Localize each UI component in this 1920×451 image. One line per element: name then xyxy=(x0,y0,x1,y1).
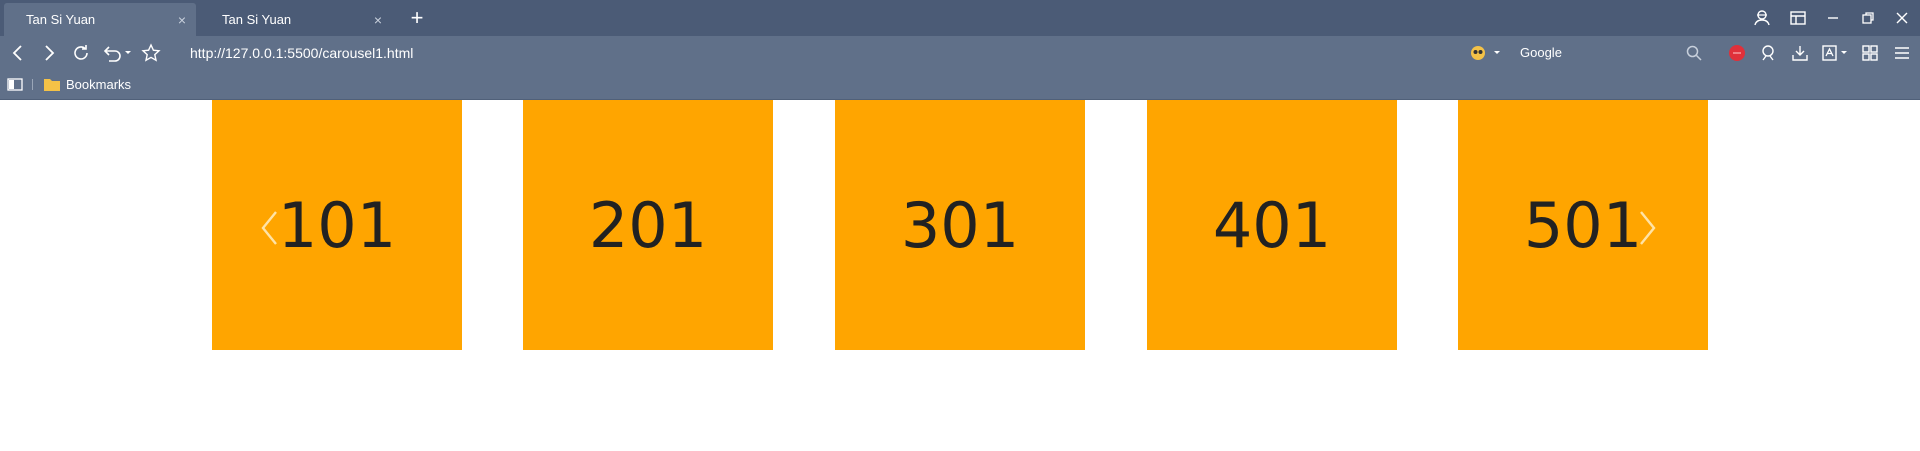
carousel-slide: 401 xyxy=(1147,100,1397,350)
tab-title: Tan Si Yuan xyxy=(26,12,96,27)
forward-icon[interactable] xyxy=(39,43,59,63)
star-icon[interactable] xyxy=(141,43,161,63)
carousel-slide: 301 xyxy=(835,100,1085,350)
new-tab-button[interactable]: + xyxy=(410,5,424,30)
restore-icon[interactable] xyxy=(1858,8,1878,28)
extension-icon[interactable] xyxy=(1468,43,1504,63)
search-icon[interactable] xyxy=(1684,43,1704,63)
sidebar-toggle-icon[interactable] xyxy=(7,78,23,91)
tab-close-icon[interactable]: × xyxy=(177,12,186,28)
carousel-slide: 101 xyxy=(212,100,462,350)
menu-icon[interactable] xyxy=(1892,43,1912,63)
back-icon[interactable] xyxy=(8,43,28,63)
tab-strip: Tan Si Yuan × Tan Si Yuan × + xyxy=(0,0,1920,36)
profile-icon[interactable] xyxy=(1758,43,1778,63)
minimize-icon[interactable] xyxy=(1823,8,1843,28)
reload-icon[interactable] xyxy=(71,43,91,63)
search-engine-field[interactable]: Google xyxy=(1520,45,1562,60)
toolbar-divider xyxy=(32,79,33,90)
tab-active[interactable]: Tan Si Yuan × xyxy=(4,3,196,36)
sidebar-layout-icon[interactable] xyxy=(1788,8,1808,28)
chevron-left-icon[interactable] xyxy=(258,208,282,248)
carousel: 101 201 301 401 501 xyxy=(0,100,1920,451)
bookmarks-bar: Bookmarks xyxy=(0,70,1920,100)
adblock-icon[interactable] xyxy=(1727,43,1747,63)
carousel-slide: 501 xyxy=(1458,100,1708,350)
tab-close-icon[interactable]: × xyxy=(373,12,382,28)
chevron-right-icon[interactable] xyxy=(1635,208,1659,248)
navigation-toolbar: http://127.0.0.1:5500/carousel1.html Goo… xyxy=(0,36,1920,70)
close-window-icon[interactable] xyxy=(1892,8,1912,28)
address-bar[interactable]: http://127.0.0.1:5500/carousel1.html xyxy=(190,45,414,61)
user-icon[interactable] xyxy=(1752,8,1772,28)
apps-grid-icon[interactable] xyxy=(1860,43,1880,63)
carousel-slide: 201 xyxy=(523,100,773,350)
translate-icon[interactable] xyxy=(1820,43,1850,63)
tab-inactive[interactable]: Tan Si Yuan × xyxy=(200,3,392,36)
download-icon[interactable] xyxy=(1790,43,1810,63)
bookmarks-folder[interactable]: Bookmarks xyxy=(66,77,132,92)
folder-icon xyxy=(44,79,60,91)
undo-icon[interactable] xyxy=(101,43,135,63)
tab-title: Tan Si Yuan xyxy=(222,12,292,27)
